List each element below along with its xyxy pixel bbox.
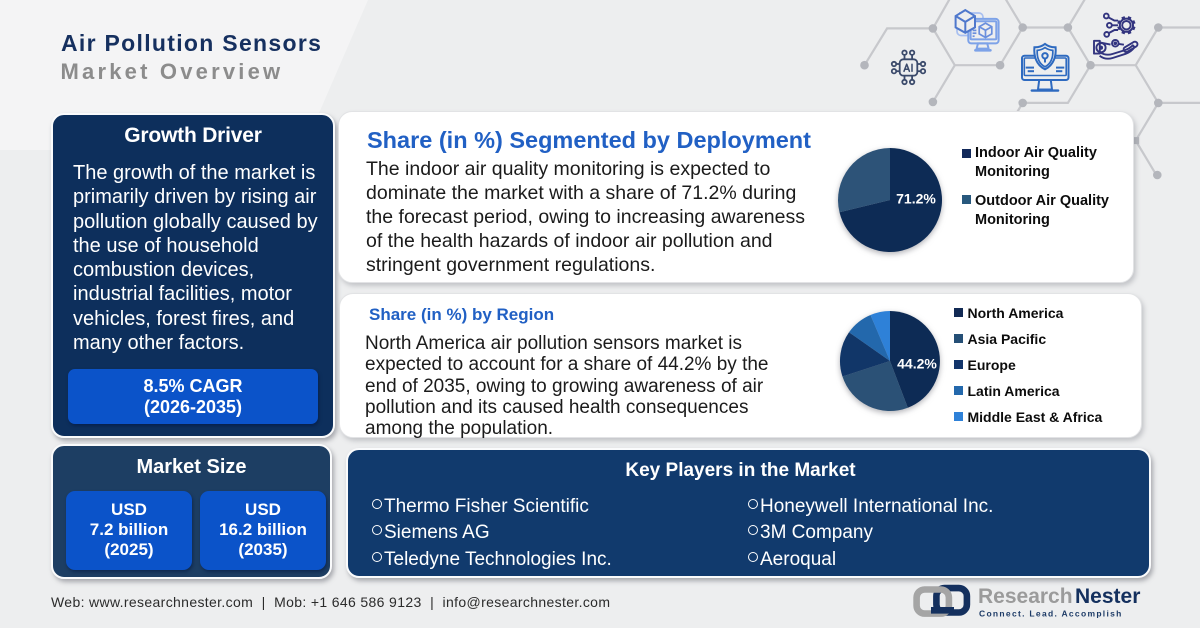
svg-text:Connect. Lead. Accomplish: Connect. Lead. Accomplish [979,609,1123,619]
svg-text:Research: Research [978,585,1073,608]
svg-text:71.2%: 71.2% [896,191,936,207]
svg-text:Nester: Nester [1075,585,1140,608]
svg-text:44.2%: 44.2% [897,356,937,372]
